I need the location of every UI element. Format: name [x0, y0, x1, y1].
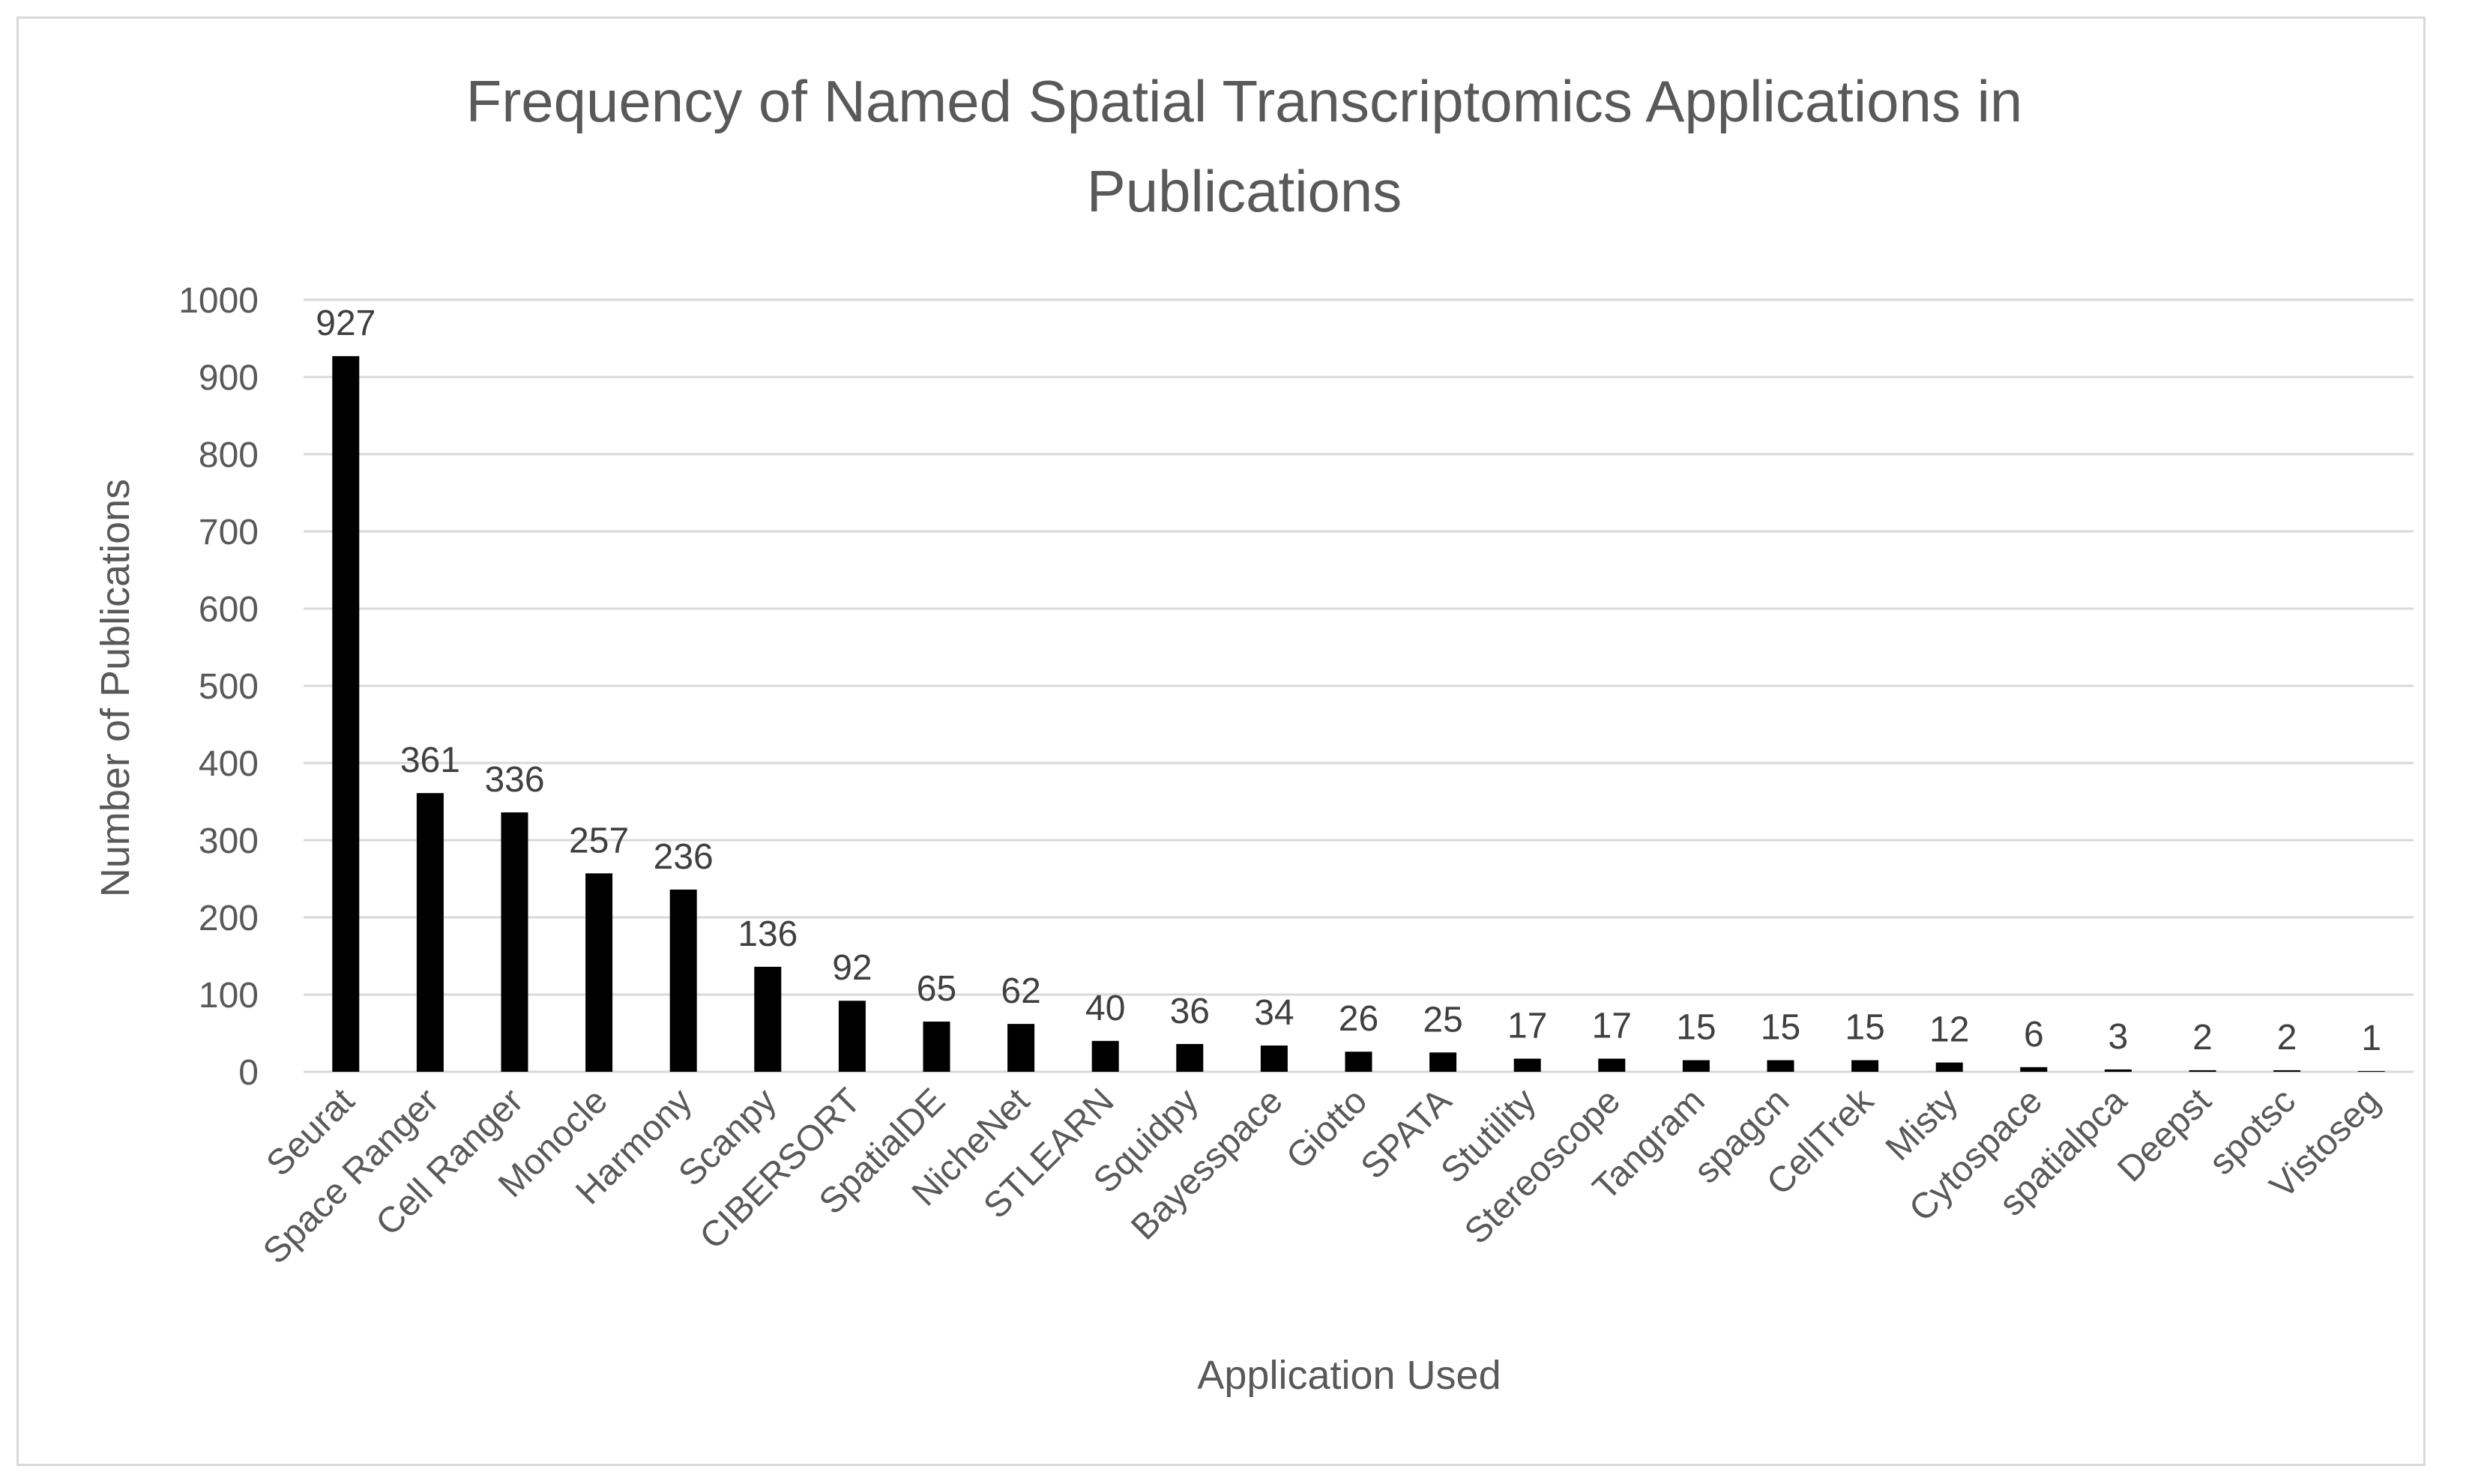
data-label: 40	[1085, 989, 1125, 1028]
bar-spagcn	[1767, 1060, 1794, 1072]
bar-cytospace	[2020, 1067, 2048, 1072]
data-label: 65	[917, 969, 956, 1009]
chart-title-line-1: Frequency of Named Spatial Transcriptomi…	[466, 68, 2023, 134]
bar-tangram	[1682, 1060, 1710, 1072]
bar-scanpy	[754, 966, 782, 1072]
chart-title-line-2: Publications	[1087, 158, 1402, 224]
y-tick-label: 900	[199, 358, 259, 398]
y-tick-label: 500	[199, 667, 259, 707]
data-label: 34	[1254, 993, 1294, 1033]
gridlines	[304, 298, 2414, 1073]
data-label: 15	[1845, 1008, 1884, 1048]
data-label: 2	[2277, 1018, 2297, 1058]
data-label: 257	[569, 821, 629, 860]
data-label: 15	[1676, 1008, 1716, 1048]
y-axis-ticks: 0 100 200 300 400 500 600 700 800 900 1000	[178, 281, 259, 1093]
bar-monocle	[585, 873, 613, 1072]
data-label: 17	[1507, 1006, 1547, 1046]
bar-harmony	[669, 889, 697, 1072]
y-tick-label: 300	[199, 821, 259, 861]
bar-bayesspace	[1260, 1045, 1288, 1072]
y-tick-label: 0	[238, 1053, 259, 1093]
data-label: 3	[2108, 1017, 2129, 1057]
data-label: 236	[654, 837, 714, 877]
data-label: 361	[400, 741, 460, 780]
data-label: 136	[738, 914, 798, 954]
y-tick-label: 200	[199, 899, 259, 938]
bar-squidpy	[1176, 1043, 1204, 1072]
data-label: 25	[1423, 1000, 1462, 1040]
bar-nichenet	[1007, 1024, 1035, 1072]
y-tick-label: 700	[199, 513, 259, 552]
data-label: 17	[1592, 1006, 1632, 1046]
data-label: 6	[2024, 1015, 2044, 1055]
bar-space-ranger	[416, 793, 444, 1072]
chart-frame	[16, 16, 2426, 1466]
bar-giotto	[1345, 1052, 1372, 1072]
y-tick-label: 600	[199, 590, 259, 630]
y-tick-label: 1000	[178, 281, 259, 321]
bar-spotsc	[2273, 1070, 2301, 1072]
bar-stlearn	[1091, 1040, 1119, 1072]
bar-vistoseg	[2357, 1070, 2385, 1072]
data-label: 12	[1929, 1010, 1969, 1050]
bar-celltrek	[1851, 1060, 1879, 1072]
y-tick-label: 400	[199, 744, 259, 784]
data-label: 927	[316, 304, 376, 343]
data-label: 1	[2361, 1019, 2381, 1058]
data-label: 62	[1001, 971, 1040, 1011]
bar-spatialpca	[2104, 1069, 2132, 1072]
y-tick-label: 100	[199, 976, 259, 1016]
data-label: 15	[1761, 1008, 1800, 1048]
data-label: 92	[832, 948, 872, 988]
data-label: 36	[1170, 992, 1210, 1031]
bar-spata	[1429, 1052, 1457, 1072]
bar-deepst	[2189, 1070, 2216, 1072]
bar-seurat	[332, 356, 360, 1072]
data-label: 336	[484, 760, 544, 800]
bar-cibersort	[838, 1001, 866, 1072]
x-axis-title: Application Used	[1197, 1353, 1501, 1398]
bar-misty	[1935, 1062, 1963, 1072]
bars	[332, 356, 2385, 1072]
data-label: 2	[2192, 1018, 2213, 1058]
y-tick-label: 800	[199, 435, 259, 475]
bar-stereoscope	[1598, 1058, 1626, 1072]
data-label: 26	[1339, 999, 1378, 1039]
bar-spatialde	[923, 1022, 950, 1072]
x-category-label: Deepst	[2110, 1081, 2219, 1189]
bar-stutility	[1513, 1058, 1541, 1072]
bar-cell-ranger	[501, 812, 528, 1072]
y-axis-title: Number of Publications	[93, 479, 138, 897]
